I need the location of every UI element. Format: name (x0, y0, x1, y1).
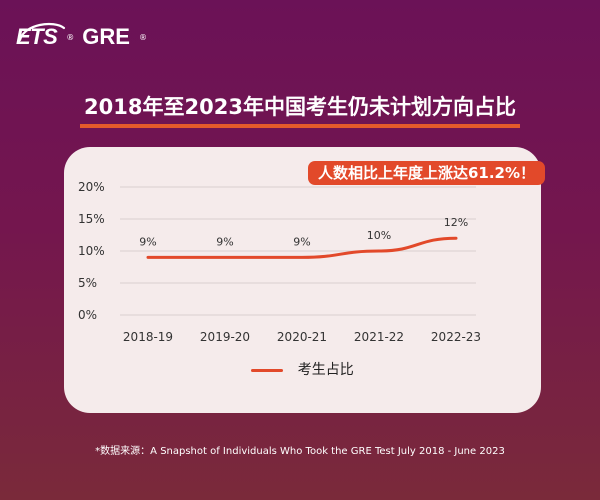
series-line (146, 236, 458, 259)
data-label: 9% (293, 235, 310, 248)
growth-badge: 人数相比上年度上涨达61.2%！ (307, 161, 545, 185)
page-title: 2018年至2023年中国考生仍未计划方向占比 (80, 94, 520, 128)
y-tick-label: 10% (78, 244, 105, 258)
data-label: 9% (139, 235, 156, 248)
data-label: 12% (444, 216, 468, 229)
gre-logo-text: GRE (82, 24, 130, 49)
chart-legend: 考生占比 (64, 359, 541, 379)
ets-gre-logo: ETS ® GRE ® (16, 22, 147, 50)
data-label: 9% (216, 235, 233, 248)
data-label: 10% (367, 229, 391, 242)
registered-mark: ® (66, 32, 75, 42)
x-tick-label: 2021-22 (354, 330, 404, 344)
legend-line-swatch (251, 368, 284, 372)
chart-card: 人数相比上年度上涨达61.2%！ 20% 15% 10% 5% 0% 2018-19 20… (64, 147, 545, 413)
y-tick-label: 20% (78, 180, 105, 194)
y-tick-label: 0% (78, 308, 97, 322)
x-tick-label: 2018-19 (123, 330, 173, 344)
x-tick-label: 2020-21 (277, 330, 327, 344)
data-source-note: *数据来源：A Snapshot of Individuals Who Took… (95, 446, 505, 457)
registered-mark: ® (138, 32, 147, 42)
ets-logo-text: ETS (16, 24, 58, 49)
x-tick-label: 2022-23 (431, 330, 481, 344)
x-tick-label: 2019-20 (200, 330, 250, 344)
legend-label: 考生占比 (297, 362, 354, 378)
y-tick-label: 5% (78, 276, 97, 290)
y-tick-label: 15% (78, 212, 105, 226)
ets-swoosh-icon (18, 22, 66, 42)
line-chart: 20% 15% 10% 5% 0% 2018-19 2019-20 2020-21 2021-… (78, 180, 481, 344)
